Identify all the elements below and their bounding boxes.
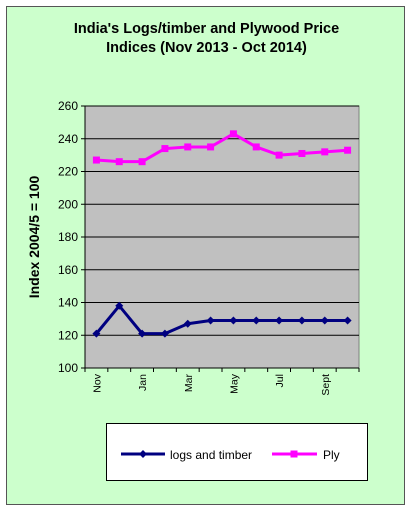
data-point <box>92 329 101 338</box>
legend-entry-logs: logs and timber <box>121 448 252 462</box>
data-point <box>275 316 284 325</box>
data-point <box>184 143 192 151</box>
data-point <box>115 158 123 166</box>
data-point <box>115 301 124 310</box>
data-point <box>229 316 238 325</box>
series-layer <box>92 130 352 338</box>
data-point <box>229 130 237 138</box>
y-tick-label: 200 <box>58 197 78 211</box>
x-axis: Nov Jan Mar May Jul Sept <box>84 367 360 396</box>
data-point <box>183 319 192 328</box>
x-tick-label: Sept <box>320 374 332 396</box>
data-point <box>92 156 100 164</box>
data-point <box>160 329 169 338</box>
x-tick-label: Jan <box>137 374 149 391</box>
y-tick-label: 260 <box>58 99 78 113</box>
data-point <box>206 316 215 325</box>
x-tick-label: Mar <box>183 374 195 393</box>
chart-title: India's Logs/timber and Plywood Price In… <box>73 21 340 56</box>
data-point <box>252 316 261 325</box>
data-point <box>252 143 260 151</box>
data-point <box>138 158 146 166</box>
legend-label-ply: Ply <box>323 448 340 462</box>
legend-entry-ply: Ply <box>272 448 340 462</box>
y-tick-label: 240 <box>58 132 78 146</box>
y-tick-label: 140 <box>58 296 78 310</box>
data-point <box>207 143 215 151</box>
x-tick-label: Nov <box>91 373 103 392</box>
y-tick-label: 120 <box>58 328 78 342</box>
data-point <box>275 151 283 159</box>
data-point <box>161 145 169 153</box>
legend: logs and timber Ply <box>106 423 368 481</box>
y-axis: 100 120 140 160 180 200 220 240 260 <box>58 99 86 375</box>
data-point <box>297 316 306 325</box>
data-point <box>298 149 306 157</box>
y-tick-label: 180 <box>58 230 78 244</box>
series-line-1 <box>96 132 348 164</box>
x-tick-label: May <box>228 373 240 394</box>
data-point <box>321 148 329 156</box>
data-point <box>320 316 329 325</box>
y-tick-label: 100 <box>58 361 78 375</box>
data-point <box>343 316 352 325</box>
data-point <box>138 329 147 338</box>
legend-label-logs: logs and timber <box>170 448 252 462</box>
data-point <box>344 146 352 154</box>
y-tick-label: 160 <box>58 263 78 277</box>
y-tick-label: 220 <box>58 165 78 179</box>
x-tick-label: Jul <box>274 374 286 387</box>
